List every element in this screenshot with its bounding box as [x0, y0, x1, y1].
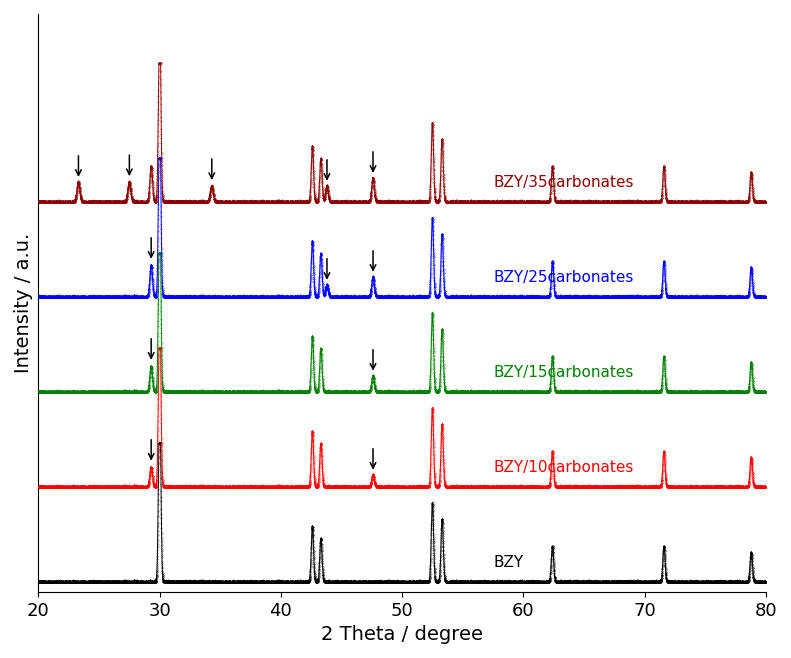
- Text: BZY/35carbonates: BZY/35carbonates: [493, 175, 634, 190]
- Y-axis label: Intensity / a.u.: Intensity / a.u.: [14, 233, 33, 373]
- Text: BZY/15carbonates: BZY/15carbonates: [493, 365, 634, 380]
- Text: BZY/25carbonates: BZY/25carbonates: [493, 270, 634, 285]
- Text: BZY: BZY: [493, 555, 523, 570]
- Text: BZY/10carbonates: BZY/10carbonates: [493, 460, 634, 475]
- X-axis label: 2 Theta / degree: 2 Theta / degree: [321, 625, 483, 644]
